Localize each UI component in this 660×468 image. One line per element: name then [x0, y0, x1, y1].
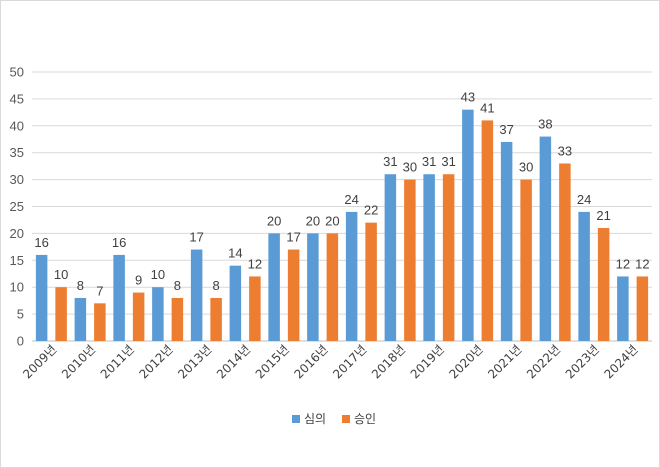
- data-label: 12: [248, 256, 262, 271]
- x-tick-label: 2010년: [59, 342, 98, 381]
- data-label: 30: [519, 160, 533, 175]
- legend-swatch-심의: [292, 415, 300, 423]
- bar-승인-2022년: [559, 163, 571, 341]
- bar-심의-2009년: [35, 254, 48, 341]
- bar-심의-2020년: [462, 109, 474, 341]
- data-label: 10: [151, 267, 165, 282]
- y-tick-label: 20: [10, 226, 24, 241]
- data-label: 21: [596, 208, 610, 223]
- bar-심의-2017년: [345, 211, 358, 341]
- data-label: 30: [403, 160, 417, 175]
- data-label: 43: [461, 90, 475, 105]
- data-label: 17: [286, 230, 300, 245]
- bar-심의-2015년: [268, 233, 280, 341]
- bar-승인-2012년: [171, 297, 184, 341]
- data-label: 31: [441, 154, 455, 169]
- x-tick-label: 2019년: [408, 342, 447, 381]
- data-label: 8: [174, 278, 181, 293]
- bar-심의-2014년: [229, 265, 242, 341]
- bar-승인-2024년: [636, 276, 649, 341]
- data-label: 38: [538, 117, 552, 132]
- x-tick-label: 2012년: [136, 342, 175, 381]
- legend-label: 심의: [304, 412, 326, 426]
- x-tick-label: 2018년: [369, 342, 408, 381]
- bar-승인-2020년: [481, 120, 494, 341]
- bar-심의-2022년: [539, 136, 552, 341]
- y-tick-label: 50: [10, 65, 24, 80]
- bar-심의-2012년: [152, 287, 164, 341]
- bar-심의-2016년: [307, 233, 319, 341]
- x-tick-label: 2014년: [214, 342, 253, 381]
- bar-승인-2019년: [442, 174, 455, 341]
- x-tick-label: 2017년: [330, 342, 369, 381]
- data-label: 24: [577, 192, 591, 207]
- bar-심의-2013년: [190, 249, 203, 341]
- y-tick-label: 10: [10, 280, 24, 295]
- bar-승인-2015년: [287, 249, 300, 341]
- y-tick-label: 5: [17, 307, 24, 322]
- data-label: 31: [383, 154, 397, 169]
- bar-승인-2021년: [520, 179, 532, 341]
- data-label: 31: [422, 154, 436, 169]
- x-tick-label: 2023년: [563, 342, 602, 381]
- bar-승인-2009년: [55, 287, 67, 341]
- data-label: 14: [228, 246, 242, 261]
- x-tick-label: 2016년: [291, 342, 330, 381]
- bar-심의-2019년: [423, 174, 435, 341]
- bar-승인-2014년: [249, 276, 261, 341]
- data-label: 20: [306, 213, 320, 228]
- data-label: 17: [189, 230, 203, 245]
- bar-승인-2018년: [404, 179, 416, 341]
- y-tick-label: 35: [10, 145, 24, 160]
- data-label: 8: [77, 278, 84, 293]
- data-label: 8: [213, 278, 220, 293]
- data-label: 12: [616, 256, 630, 271]
- y-tick-label: 15: [10, 253, 24, 268]
- data-label: 20: [325, 213, 339, 228]
- data-label: 37: [499, 122, 513, 137]
- bar-심의-2023년: [578, 211, 590, 341]
- bar-승인-2011년: [132, 292, 145, 341]
- y-tick-label: 45: [10, 91, 24, 106]
- data-label: 12: [635, 256, 649, 271]
- y-tick-label: 30: [10, 172, 24, 187]
- x-tick-label: 2024년: [601, 342, 640, 381]
- x-tick-label: 2021년: [485, 342, 524, 381]
- bar-승인-2013년: [210, 297, 222, 341]
- y-tick-label: 25: [10, 199, 24, 214]
- x-tick-label: 2020년: [446, 342, 485, 381]
- x-tick-label: 2022년: [524, 342, 563, 381]
- x-tick-label: 2013년: [175, 342, 214, 381]
- y-tick-label: 40: [10, 118, 24, 133]
- bar-심의-2010년: [74, 297, 87, 341]
- data-label: 16: [112, 235, 126, 250]
- data-label: 20: [267, 213, 281, 228]
- y-tick-label: 0: [17, 334, 24, 349]
- data-label: 16: [34, 235, 48, 250]
- bar-승인-2016년: [326, 233, 339, 341]
- x-tick-label: 2009년: [20, 342, 59, 381]
- data-label: 7: [96, 283, 103, 298]
- legend-label: 승인: [354, 412, 376, 426]
- x-tick-label: 2011년: [98, 342, 137, 381]
- data-label: 33: [558, 143, 572, 158]
- data-label: 9: [135, 273, 142, 288]
- bar-심의-2021년: [500, 141, 513, 341]
- bar-심의-2024년: [617, 276, 629, 341]
- data-label: 41: [480, 100, 494, 115]
- bar-심의-2011년: [113, 254, 125, 341]
- bar-승인-2010년: [94, 303, 106, 341]
- legend-swatch-승인: [342, 415, 350, 423]
- data-label: 10: [54, 267, 68, 282]
- data-label: 22: [364, 203, 378, 218]
- bar-승인-2017년: [365, 222, 377, 341]
- data-label: 24: [344, 192, 358, 207]
- bar-심의-2018년: [384, 174, 397, 341]
- bar-승인-2023년: [597, 228, 610, 341]
- x-tick-label: 2015년: [253, 342, 292, 381]
